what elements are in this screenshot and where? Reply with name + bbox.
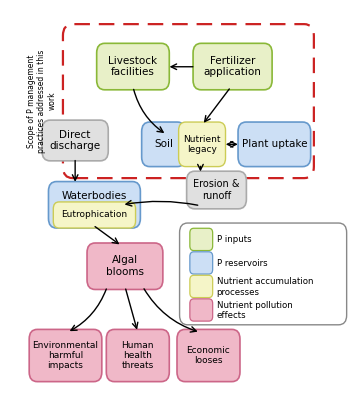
FancyBboxPatch shape bbox=[180, 223, 347, 325]
Text: P inputs: P inputs bbox=[216, 235, 251, 244]
Text: Fertilizer
application: Fertilizer application bbox=[203, 56, 262, 77]
Text: Environmental
harmful
impacts: Environmental harmful impacts bbox=[32, 341, 99, 370]
FancyBboxPatch shape bbox=[97, 43, 169, 90]
Text: Waterbodies: Waterbodies bbox=[62, 191, 127, 201]
Text: Algal
blooms: Algal blooms bbox=[106, 256, 144, 277]
FancyBboxPatch shape bbox=[187, 171, 246, 209]
FancyBboxPatch shape bbox=[177, 330, 240, 382]
FancyBboxPatch shape bbox=[142, 122, 185, 166]
Text: Soil: Soil bbox=[154, 139, 173, 149]
Text: Nutrient pollution
effects: Nutrient pollution effects bbox=[216, 301, 292, 320]
Text: P reservoirs: P reservoirs bbox=[216, 259, 267, 268]
FancyBboxPatch shape bbox=[106, 330, 169, 382]
Text: Eutrophication: Eutrophication bbox=[61, 210, 127, 220]
Text: Human
health
threats: Human health threats bbox=[121, 341, 154, 370]
FancyBboxPatch shape bbox=[238, 122, 311, 166]
Text: Plant uptake: Plant uptake bbox=[242, 139, 307, 149]
FancyBboxPatch shape bbox=[178, 122, 226, 166]
FancyBboxPatch shape bbox=[49, 182, 140, 228]
FancyBboxPatch shape bbox=[190, 252, 213, 274]
Text: Livestock
facilities: Livestock facilities bbox=[109, 56, 157, 77]
FancyBboxPatch shape bbox=[190, 275, 213, 298]
Text: Nutrient accumulation
processes: Nutrient accumulation processes bbox=[216, 277, 313, 296]
Text: Scope of P management
practices addressed in this
work: Scope of P management practices addresse… bbox=[26, 50, 56, 153]
FancyBboxPatch shape bbox=[42, 120, 108, 161]
FancyBboxPatch shape bbox=[190, 228, 213, 250]
Text: Erosion &
runoff: Erosion & runoff bbox=[193, 179, 240, 201]
FancyBboxPatch shape bbox=[53, 202, 136, 228]
Text: Economic
looses: Economic looses bbox=[187, 346, 230, 365]
Text: Direct
discharge: Direct discharge bbox=[50, 130, 101, 151]
FancyBboxPatch shape bbox=[193, 43, 272, 90]
Text: Nutrient
legacy: Nutrient legacy bbox=[183, 135, 221, 154]
FancyBboxPatch shape bbox=[190, 299, 213, 321]
FancyBboxPatch shape bbox=[29, 330, 102, 382]
FancyBboxPatch shape bbox=[87, 243, 163, 290]
